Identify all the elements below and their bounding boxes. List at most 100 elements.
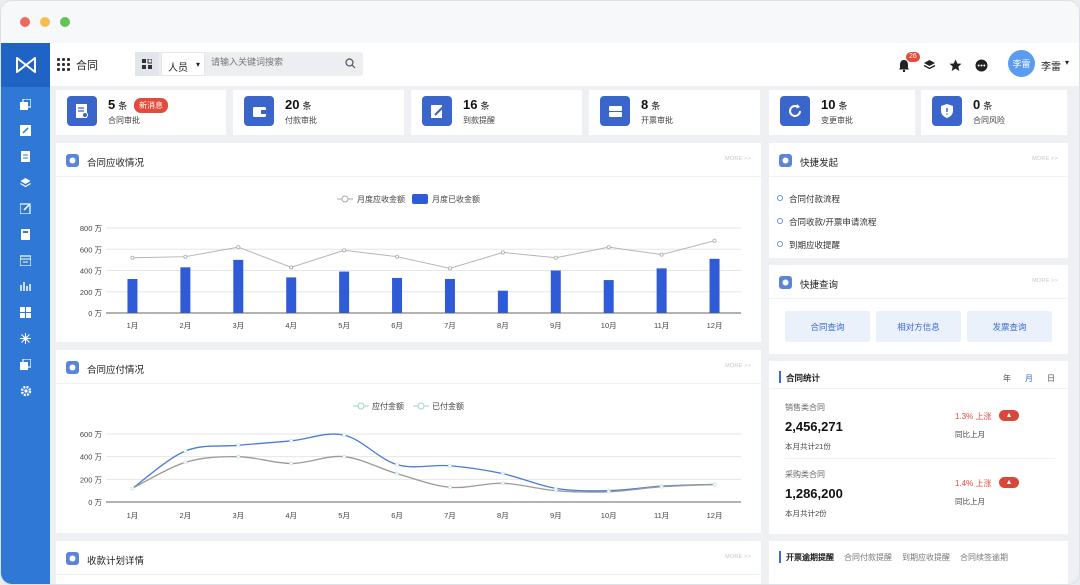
layers-icon[interactable] [922,58,936,72]
more-icon[interactable] [974,58,988,72]
quick-launch-item[interactable]: 合同付款流程 [776,194,841,204]
stat-count: 20 条 [285,97,312,112]
more-link[interactable]: MORE >> [725,554,751,560]
stat-card-payment-approval[interactable]: 20 条 付款审批 [233,90,404,135]
search-icon[interactable] [345,58,356,69]
line-point [236,443,241,448]
search-input[interactable] [211,57,331,67]
y-tick-label: 200 万 [80,475,103,484]
logo[interactable] [1,43,50,87]
line-point [342,433,347,438]
x-tick-label: 10月 [601,511,617,520]
x-tick-label: 6月 [391,321,403,330]
line-point [342,248,347,253]
star-icon[interactable] [948,58,962,72]
files-icon[interactable] [18,357,33,372]
settings-icon[interactable] [18,383,33,398]
contract-query-button[interactable]: 合同查询 [785,311,870,342]
line-point [606,245,611,250]
edit-icon[interactable] [18,123,33,138]
avatar[interactable]: 李雷 [1008,50,1035,77]
new-message-badge: 新消息 [134,98,168,113]
series-line [132,433,715,492]
maximize-window-button[interactable] [60,17,70,27]
stat-count: 10 条 [821,97,848,112]
more-link[interactable]: MORE >> [725,363,751,369]
line-point [130,255,135,260]
x-tick-label: 3月 [232,321,244,330]
arrow-up-icon: ▲ [999,477,1019,488]
quick-launch-item[interactable]: 合同收款/开票申请流程 [776,217,877,227]
bar [497,290,508,313]
purchase-trend-sub: 同比上月 [955,497,985,506]
y-tick-label: 400 万 [80,267,103,276]
line-point [448,485,452,490]
sales-trend: 1.3% 上涨 [955,412,992,421]
network-icon[interactable] [18,331,33,346]
legend-label: 月度已收金额 [432,194,480,204]
divider [785,458,1055,459]
tab-year[interactable]: 年 [1003,374,1011,383]
layers-icon[interactable] [18,175,33,190]
y-tick-label: 600 万 [80,245,103,254]
x-tick-label: 4月 [285,321,297,330]
tab-renewal-overdue[interactable]: 合同续签逾期 [960,553,1008,562]
line-point [500,250,505,255]
tab-payment-reminder[interactable]: 合同付款提醒 [844,553,892,562]
pen-icon[interactable] [18,201,33,216]
tab-month[interactable]: 月 [1025,374,1033,383]
x-tick-label: 12月 [707,321,723,330]
copy-icon[interactable] [18,97,33,112]
more-link[interactable]: MORE >> [1032,156,1058,162]
line-point [236,245,241,250]
counterparty-info-button[interactable]: 相对方信息 [876,311,961,342]
search-scope-select[interactable]: 人员 ▾ [161,52,205,76]
bar [709,258,720,313]
x-tick-label: 4月 [285,511,297,520]
x-tick-label: 3月 [232,511,244,520]
more-link[interactable]: MORE >> [725,156,751,162]
quick-launch-panel: 快捷发起 MORE >> 合同付款流程 合同收款/开票申请流程 到期应收提醒 [769,143,1068,258]
tab-day[interactable]: 日 [1047,374,1055,383]
stat-card-arrival-reminder[interactable]: 16 条 到款提醒 [411,90,582,135]
tab-invoice-overdue[interactable]: 开票逾期提醒 [786,553,834,562]
line-point [236,454,241,459]
logo-icon [15,57,36,73]
quick-launch-item[interactable]: 到期应收提醒 [776,240,841,250]
apps-grid-icon[interactable] [57,58,70,71]
line-point [183,254,188,259]
chart-icon[interactable] [18,279,33,294]
accent-bar [779,371,781,383]
close-window-button[interactable] [20,17,30,27]
tab-receivable-reminder[interactable]: 到期应收提醒 [902,553,950,562]
minimize-window-button[interactable] [40,17,50,27]
filter-button[interactable] [135,52,159,76]
book-icon[interactable] [18,227,33,242]
dashboard-icon[interactable] [18,305,33,320]
more-link[interactable]: MORE >> [1032,278,1058,284]
chevron-down-icon[interactable]: ▾ [1065,58,1070,67]
series-line [132,455,715,493]
user-name[interactable]: 李雷 [1041,62,1061,73]
bar [444,279,455,313]
y-tick-label: 800 万 [80,224,103,233]
line-point [712,482,717,487]
document-icon[interactable] [18,149,33,164]
calendar-icon[interactable] [18,253,33,268]
x-tick-label: 11月 [654,321,669,330]
x-tick-label: 6月 [391,511,403,520]
payable-chart: 0 万 200 万 400 万 600 万 1月 2月 3月 4月 5月 6月 7月 8月 9月 10月 1… [80,401,741,520]
stat-card-change-approval[interactable]: 10 条 变更审批 [769,90,915,135]
panel-icon [66,552,79,565]
bell-icon[interactable] [897,58,911,72]
line-point [659,252,664,257]
panel-header: 收款计划详情 MORE >> [56,541,761,575]
line-point [712,238,717,243]
line-point [183,460,188,465]
chevron-down-icon: ▾ [195,60,200,69]
invoice-query-button[interactable]: 发票查询 [967,311,1052,342]
